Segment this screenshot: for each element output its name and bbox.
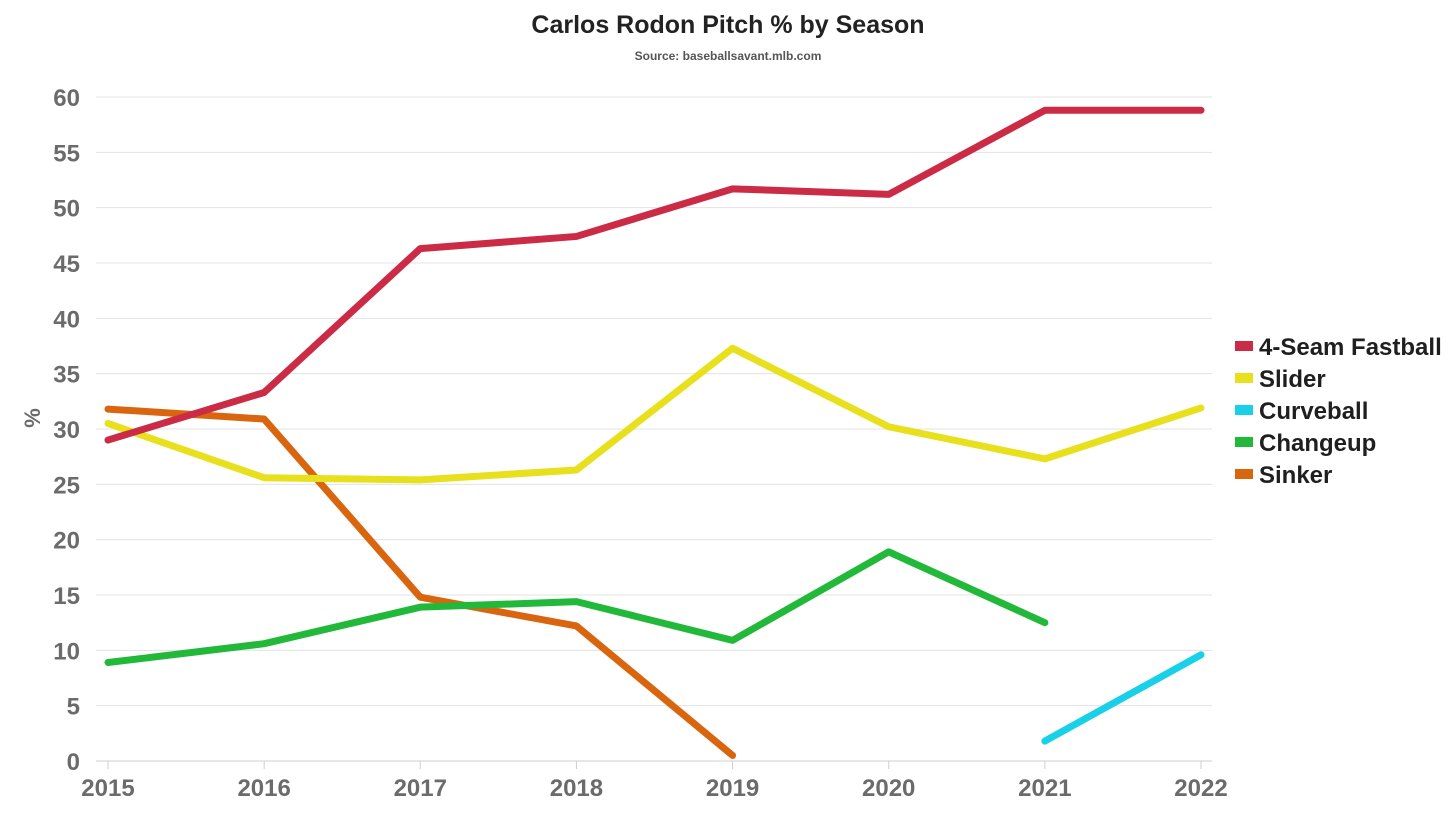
x-tick-label: 2022 bbox=[1174, 775, 1227, 802]
legend-label-changeup: Changeup bbox=[1259, 430, 1376, 457]
legend-label-sinker: Sinker bbox=[1259, 462, 1332, 489]
legend-swatch-sinker bbox=[1235, 469, 1253, 479]
x-tick-label: 2017 bbox=[394, 775, 447, 802]
legend-swatch-curveball bbox=[1235, 405, 1253, 415]
y-tick-label: 45 bbox=[53, 251, 80, 278]
legend-swatch-changeup bbox=[1235, 437, 1253, 447]
y-tick-label: 10 bbox=[53, 638, 80, 665]
y-tick-label: 50 bbox=[53, 196, 80, 223]
y-tick-label: 15 bbox=[53, 583, 80, 610]
x-axis-ticks: 2015 2016 2017 2018 2019 2020 2021 2022 bbox=[81, 761, 1228, 802]
y-tick-label: 20 bbox=[53, 528, 80, 555]
grid-lines bbox=[96, 96, 1212, 707]
legend-label-curveball: Curveball bbox=[1259, 398, 1368, 425]
x-tick-label: 2016 bbox=[237, 775, 290, 802]
legend-swatch-slider bbox=[1235, 373, 1253, 383]
x-tick-label: 2019 bbox=[706, 775, 759, 802]
y-tick-label: 35 bbox=[53, 362, 80, 389]
chart-subtitle: Source: baseballsavant.mlb.com bbox=[635, 49, 822, 63]
series-line-curveball bbox=[1041, 651, 1205, 745]
y-tick-label: 55 bbox=[53, 140, 80, 167]
series-lines bbox=[104, 106, 1205, 759]
y-tick-label: 5 bbox=[67, 694, 80, 721]
x-tick-label: 2015 bbox=[81, 775, 134, 802]
x-tick-label: 2021 bbox=[1018, 775, 1071, 802]
legend: 4-Seam Fastball Slider Curveball Changeup Si… bbox=[1235, 334, 1442, 489]
chart-title: Carlos Rodon Pitch % by Season bbox=[531, 11, 924, 39]
y-tick-label: 0 bbox=[67, 749, 80, 776]
y-axis-label: % bbox=[20, 408, 45, 428]
y-tick-label: 25 bbox=[53, 472, 80, 499]
y-axis-ticks: 0 5 10 15 20 25 30 35 40 45 50 55 60 bbox=[53, 85, 80, 776]
y-tick-label: 60 bbox=[53, 85, 80, 112]
x-tick-label: 2020 bbox=[862, 775, 915, 802]
series-line-changeup bbox=[104, 548, 1049, 667]
x-tick-label: 2018 bbox=[550, 775, 603, 802]
y-tick-label: 30 bbox=[53, 417, 80, 444]
legend-swatch-4-seam-fastball bbox=[1235, 341, 1253, 351]
y-tick-label: 40 bbox=[53, 306, 80, 333]
series-line-slider bbox=[104, 344, 1205, 484]
legend-label-slider: Slider bbox=[1259, 366, 1326, 393]
series-line-sinker bbox=[104, 405, 737, 759]
series-line-4-seam-fastball bbox=[104, 106, 1205, 444]
legend-label-4-seam-fastball: 4-Seam Fastball bbox=[1259, 334, 1442, 361]
